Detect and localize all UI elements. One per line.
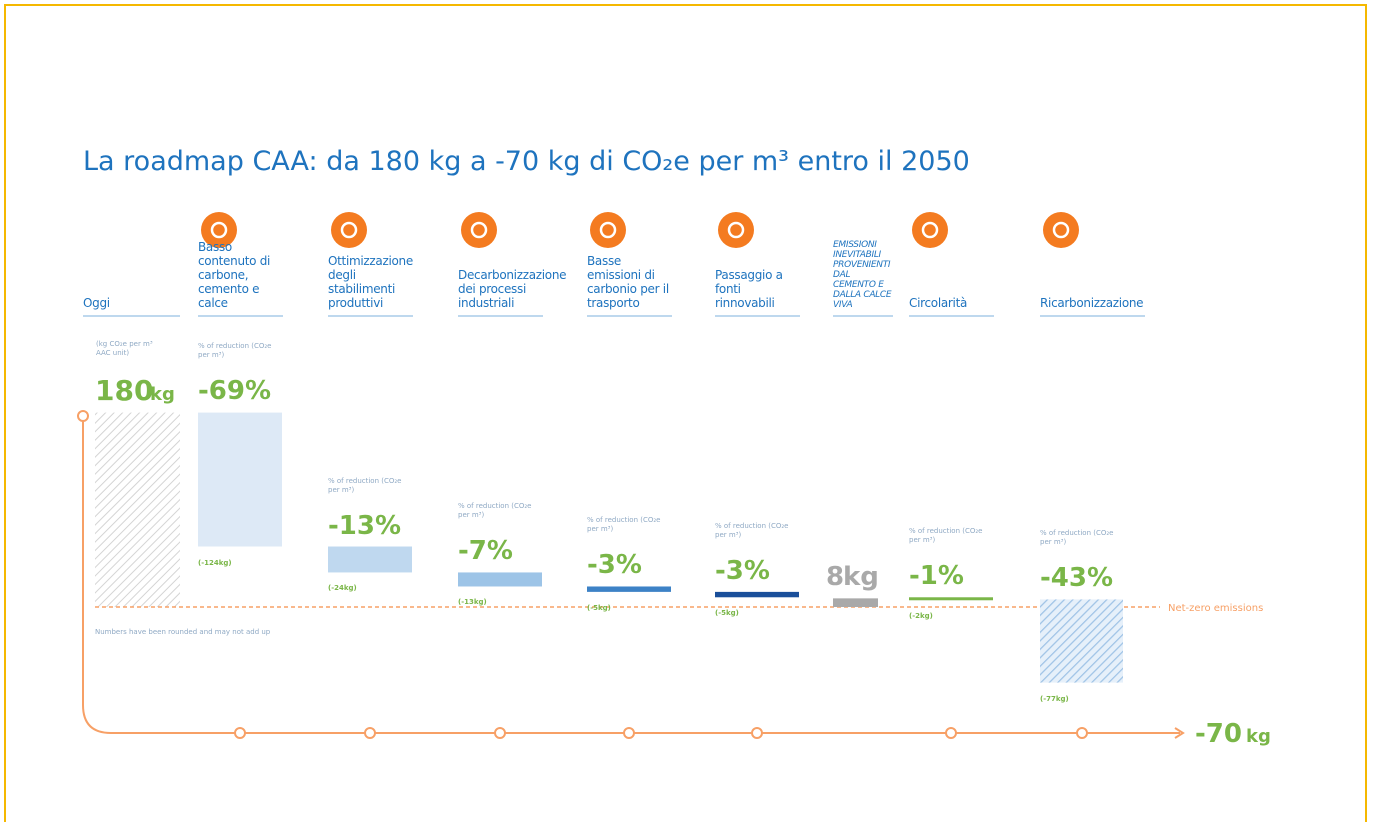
unit-note: (kg CO₂e per m³ AAC unit) <box>96 340 153 357</box>
step-bar <box>198 412 282 547</box>
column-heading: Circolarità <box>909 296 968 310</box>
pct-label: -3% <box>715 555 770 586</box>
title: La roadmap CAA: da 180 kg a -70 kg di CO… <box>83 146 970 177</box>
column-heading: Passaggio a fonti rinnovabili <box>715 268 783 310</box>
timeline <box>82 416 1180 734</box>
step-icon <box>912 212 948 248</box>
step-bar <box>458 572 542 587</box>
reduction-note: % of reduction (CO₂e per m³) <box>198 342 272 359</box>
step-icon-glyph <box>921 221 939 239</box>
pct-label: -43% <box>1040 563 1114 594</box>
step-icon <box>461 212 497 248</box>
reduction-note: % of reduction (CO₂e per m³) <box>328 476 402 494</box>
pct-label: -7% <box>458 536 513 567</box>
column-heading: Oggi <box>83 296 110 310</box>
pct-label: -1% <box>909 561 964 592</box>
step-icon-glyph <box>340 221 358 239</box>
frame <box>4 4 1367 822</box>
column-heading: Basso contenuto di carbone, cemento e ca… <box>198 240 271 310</box>
step-icon <box>201 212 237 248</box>
timeline-node <box>364 727 376 739</box>
timeline-node <box>623 727 635 739</box>
pct-label: -69% <box>198 376 272 406</box>
reduction-note: % of reduction (CO₂e per m³) <box>587 516 661 534</box>
step-bar <box>587 586 671 592</box>
timeline-node <box>234 727 246 739</box>
residual-unit: kg <box>843 562 879 592</box>
step-icon-glyph <box>210 221 228 239</box>
column-heading: Basse emissioni di carbonio per il trasp… <box>587 254 669 310</box>
kg-label: (-124kg) <box>198 558 232 567</box>
reduction-note: % of reduction (CO₂e per m³) <box>715 521 789 539</box>
step-bar <box>909 597 993 601</box>
step-icon <box>590 212 626 248</box>
reduction-note: % of reduction (CO₂e per m³) <box>1040 529 1114 547</box>
step-icon-glyph <box>727 221 745 239</box>
reduction-note: % of reduction (CO₂e per m³) <box>909 527 983 545</box>
timeline-node <box>494 727 506 739</box>
step-bar <box>715 591 799 598</box>
step-icon <box>1043 212 1079 248</box>
timeline-node <box>77 410 89 422</box>
kg-label: (-77kg) <box>1040 694 1069 703</box>
timeline-arrow <box>1174 727 1185 739</box>
end-unit: kg <box>1246 726 1271 747</box>
kg-label: (-5kg) <box>715 609 739 618</box>
step-icon-glyph <box>470 221 488 239</box>
step-icon <box>331 212 367 248</box>
reduction-note: % of reduction (CO₂e per m³) <box>458 502 532 520</box>
pct-label: -3% <box>587 550 642 581</box>
end-value: -70 <box>1195 719 1242 749</box>
residual-value: 8 <box>826 562 844 592</box>
net-zero-label: Net-zero emissions <box>1168 603 1263 614</box>
step-icon <box>718 212 754 248</box>
step-bar <box>328 546 412 573</box>
residual-bar <box>833 598 878 607</box>
pct-label: -13% <box>328 510 402 541</box>
column-heading: EMISSIONI INEVITABILI PROVENIENTI DAL CE… <box>833 240 892 310</box>
kg-label: (-2kg) <box>909 612 933 621</box>
column-heading: Ricarbonizzazione <box>1040 296 1144 310</box>
step-icon-glyph <box>1052 221 1070 239</box>
timeline-node <box>1076 727 1088 739</box>
footnote: Numbers have been rounded and may not ad… <box>95 628 271 636</box>
start-unit: kg <box>150 384 175 405</box>
kg-label: (-24kg) <box>328 584 357 593</box>
column-heading: Decarbonizzazione dei processi industria… <box>458 268 567 310</box>
step-icon-glyph <box>599 221 617 239</box>
column-heading: Ottimizzazione degli stabilimenti produt… <box>328 254 413 310</box>
start-bar <box>95 412 180 607</box>
timeline-node <box>751 727 763 739</box>
kg-label: (-5kg) <box>587 603 611 612</box>
kg-label: (-13kg) <box>458 598 487 607</box>
step-bar <box>1040 599 1123 683</box>
timeline-node <box>945 727 957 739</box>
start-value: 180 <box>95 374 153 407</box>
